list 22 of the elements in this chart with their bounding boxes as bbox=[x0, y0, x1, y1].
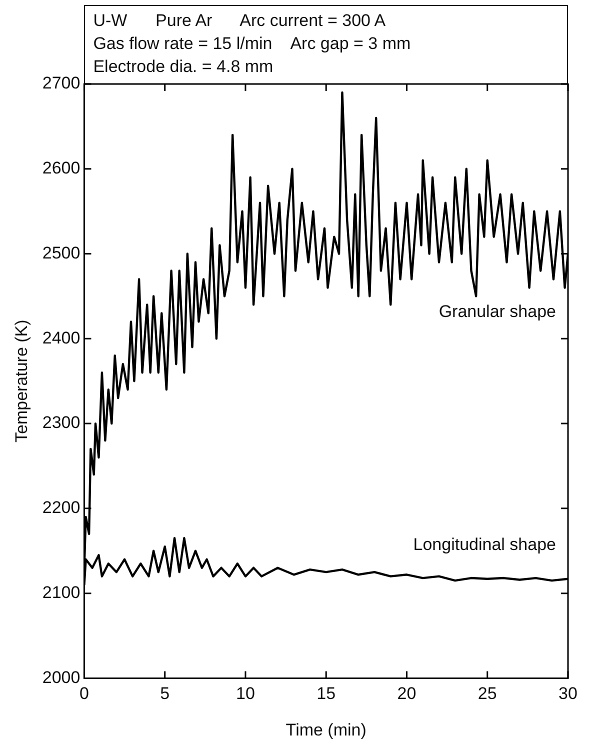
x-tick-label: 0 bbox=[79, 684, 89, 704]
series-label: Longitudinal shape bbox=[413, 535, 556, 554]
chart-title: U-W Pure Ar Arc current = 300 A bbox=[93, 10, 387, 32]
y-tick-label: 2400 bbox=[42, 328, 80, 348]
y-tick-label: 2700 bbox=[42, 74, 80, 93]
series-label: Granular shape bbox=[438, 302, 556, 321]
y-tick-label: 2300 bbox=[42, 413, 80, 432]
chart-subtitle: Gas flow rate = 15 l/min Arc gap = 3 mm bbox=[93, 33, 412, 55]
y-axis-title: Temperature (K) bbox=[12, 320, 31, 443]
y-tick-label: 2500 bbox=[42, 243, 80, 262]
y-tick-label: 2200 bbox=[42, 498, 80, 518]
y-tick-label: 2100 bbox=[42, 583, 80, 602]
x-tick-label: 5 bbox=[160, 684, 170, 704]
x-tick-label: 30 bbox=[558, 684, 578, 704]
y-tick-label: 2600 bbox=[42, 158, 80, 178]
x-tick-label: 20 bbox=[397, 684, 416, 704]
x-tick-label: 10 bbox=[236, 684, 255, 704]
y-tick-label: 2000 bbox=[42, 668, 80, 687]
x-tick-label: 25 bbox=[478, 684, 497, 704]
x-tick-label: 15 bbox=[316, 684, 336, 704]
text: Electrode dia. = 4.8 mm bbox=[93, 56, 274, 78]
x-axis-title: Time (min) bbox=[286, 720, 366, 740]
